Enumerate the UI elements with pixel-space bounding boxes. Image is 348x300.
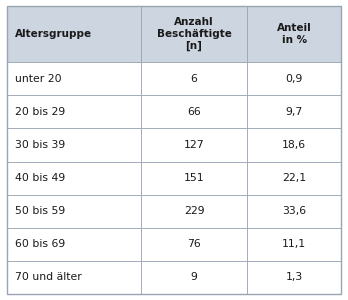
Bar (7, 62, 141, 95)
Bar (247, 261, 341, 294)
Bar (7, 228, 141, 261)
Bar (141, 228, 247, 261)
Bar (7, 95, 141, 128)
Text: 229: 229 (184, 206, 204, 216)
Bar (247, 6, 341, 62)
Bar (141, 261, 247, 294)
Bar (141, 195, 247, 228)
Bar (247, 195, 341, 228)
Bar (7, 128, 141, 161)
Bar (7, 161, 141, 195)
Text: 0,9: 0,9 (286, 74, 303, 84)
Text: 30 bis 39: 30 bis 39 (15, 140, 65, 150)
Text: 20 bis 29: 20 bis 29 (15, 107, 65, 117)
Text: unter 20: unter 20 (15, 74, 62, 84)
Bar (141, 128, 247, 161)
Text: 6: 6 (191, 74, 197, 84)
Text: Anteil
in %: Anteil in % (277, 23, 312, 45)
Text: 1,3: 1,3 (286, 272, 303, 282)
Text: 151: 151 (184, 173, 204, 183)
Text: 70 und älter: 70 und älter (15, 272, 82, 282)
Text: 50 bis 59: 50 bis 59 (15, 206, 65, 216)
Bar (141, 95, 247, 128)
Bar (7, 6, 141, 62)
Bar (247, 228, 341, 261)
Bar (247, 128, 341, 161)
Text: 127: 127 (184, 140, 204, 150)
Text: 33,6: 33,6 (282, 206, 306, 216)
Text: 9,7: 9,7 (286, 107, 303, 117)
Bar (141, 62, 247, 95)
Text: 66: 66 (187, 107, 201, 117)
Text: 18,6: 18,6 (282, 140, 306, 150)
Text: 76: 76 (187, 239, 201, 249)
Bar (141, 6, 247, 62)
Bar (141, 161, 247, 195)
Text: 40 bis 49: 40 bis 49 (15, 173, 65, 183)
Bar (247, 62, 341, 95)
Text: 22,1: 22,1 (282, 173, 306, 183)
Text: 11,1: 11,1 (282, 239, 306, 249)
Bar (247, 95, 341, 128)
Text: 9: 9 (191, 272, 197, 282)
Text: Anzahl
Beschäftigte
[n]: Anzahl Beschäftigte [n] (157, 17, 231, 51)
Text: 60 bis 69: 60 bis 69 (15, 239, 65, 249)
Bar (7, 195, 141, 228)
Bar (7, 261, 141, 294)
Text: Altersgruppe: Altersgruppe (15, 29, 93, 39)
Bar (247, 161, 341, 195)
